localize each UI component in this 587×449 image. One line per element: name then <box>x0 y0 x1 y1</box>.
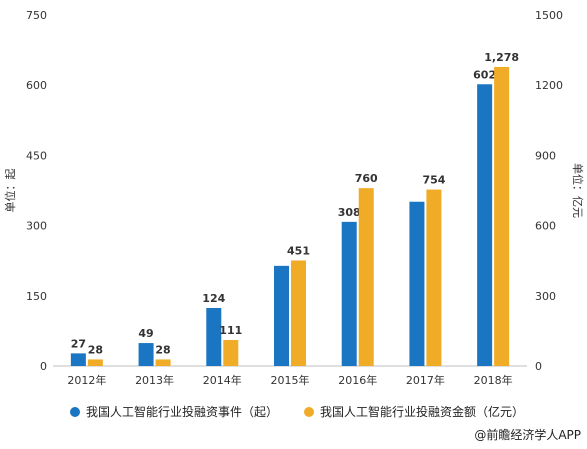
y-tick-right-2: 600 <box>535 220 556 233</box>
bar-events-6 <box>477 84 493 366</box>
data-label-amount-0: 28 <box>88 343 103 356</box>
data-label-amount-4: 760 <box>355 172 378 185</box>
data-label-amount-5: 754 <box>422 174 445 187</box>
y-tick-left-0: 0 <box>40 360 47 373</box>
data-label-amount-6: 1,278 <box>484 51 519 64</box>
y-tick-left-2: 300 <box>26 220 47 233</box>
data-label-events-4: 308 <box>338 206 361 219</box>
bar-events-0 <box>70 353 86 366</box>
data-label-events-0: 27 <box>71 337 86 350</box>
bar-events-2 <box>206 307 222 366</box>
data-label-amount-2: 111 <box>219 324 242 337</box>
bar-amount-2 <box>223 340 239 366</box>
bar-amount-6 <box>494 66 510 366</box>
x-tick-1: 2013年 <box>135 373 174 387</box>
bar-events-4 <box>341 221 357 366</box>
bar-amount-3 <box>291 260 306 366</box>
bar-amount-5 <box>426 189 442 366</box>
x-tick-4: 2016年 <box>338 373 377 387</box>
bar-amount-4 <box>358 188 374 366</box>
y-tick-right-4: 1200 <box>535 79 563 92</box>
bar-events-5 <box>409 201 425 366</box>
legend-swatch-amount <box>304 406 315 417</box>
y-axis-title-left: 单位：起 <box>3 169 17 213</box>
x-tick-2: 2014年 <box>203 373 242 387</box>
legend-swatch-events <box>70 406 80 417</box>
y-tick-right-1: 300 <box>535 290 556 303</box>
data-label-amount-1: 28 <box>155 343 170 356</box>
y-tick-left-5: 750 <box>26 9 47 22</box>
source-text: @前瞻经济学人APP <box>474 428 581 442</box>
y-tick-right-5: 1500 <box>535 9 563 22</box>
data-label-amount-3: 451 <box>287 244 310 257</box>
bar-amount-0 <box>87 359 103 366</box>
data-label-events-2: 124 <box>202 292 225 305</box>
bar-events-1 <box>138 343 154 366</box>
legend-label-events: 我国人工智能行业投融资事件（起） <box>86 405 279 419</box>
legend-label-amount: 我国人工智能行业投融资金额（亿元） <box>320 405 525 419</box>
y-tick-right-0: 0 <box>535 360 542 373</box>
x-tick-0: 2012年 <box>67 373 106 387</box>
legend-item-events: 我国人工智能行业投融资事件（起） <box>70 403 278 420</box>
data-label-events-6: 602 <box>473 68 496 81</box>
y-axis-title-right: 单位：亿元 <box>571 163 585 218</box>
y-tick-left-1: 150 <box>26 290 47 303</box>
legend: 我国人工智能行业投融资事件（起） 我国人工智能行业投融资金额（亿元） <box>70 403 524 420</box>
bar-events-3 <box>274 265 289 366</box>
legend-item-amount: 我国人工智能行业投融资金额（亿元） <box>304 403 524 420</box>
x-tick-6: 2018年 <box>474 373 513 387</box>
y-tick-right-3: 900 <box>535 149 556 162</box>
source-credit: @前瞻经济学人APP <box>474 426 581 443</box>
y-tick-left-4: 600 <box>26 79 47 92</box>
x-tick-3: 2015年 <box>271 373 310 387</box>
y-tick-left-3: 450 <box>26 149 47 162</box>
bar-amount-1 <box>155 359 171 366</box>
data-label-events-1: 49 <box>138 327 153 340</box>
x-tick-5: 2017年 <box>406 373 445 387</box>
